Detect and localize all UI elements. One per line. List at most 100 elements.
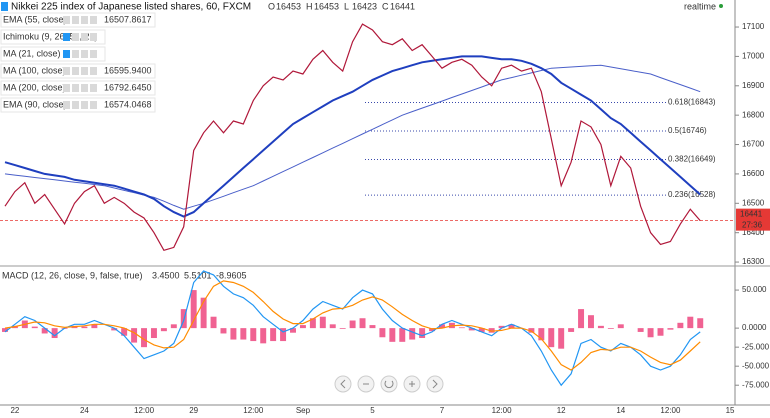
- indicator-value: 16595.9400: [104, 65, 152, 75]
- fib-label: 0.618(16843): [668, 98, 716, 107]
- indicator-button: [81, 16, 88, 24]
- histogram-bar: [280, 328, 287, 342]
- histogram-bar: [607, 328, 614, 329]
- indicator-name: EMA (55, close): [3, 14, 67, 24]
- histogram-bar: [508, 324, 515, 329]
- fib-label: 0.382(16649): [668, 155, 716, 164]
- y-tick-label: 0.0000: [742, 323, 767, 332]
- x-tick-label: 12: [557, 406, 566, 415]
- indicator-value: 16792.6450: [104, 82, 152, 92]
- moving-average-line: [4, 55, 701, 218]
- histogram-bar: [588, 315, 594, 329]
- y-tick-label: -75.000: [742, 380, 770, 389]
- histogram-bar: [190, 290, 197, 329]
- y-tick-label: 16700: [742, 140, 765, 149]
- indicator-button: [63, 16, 70, 24]
- ohlc-value: 16453: [314, 1, 339, 11]
- histogram-bar: [31, 326, 38, 329]
- symbol-icon[interactable]: [1, 2, 8, 11]
- indicator-button: [63, 84, 70, 92]
- indicator-button: [72, 84, 79, 92]
- histogram-bar: [379, 328, 386, 338]
- histogram-bar: [299, 325, 306, 329]
- histogram-bar: [349, 320, 356, 329]
- histogram-bar: [578, 309, 585, 329]
- x-tick-label: 15: [726, 406, 735, 415]
- histogram-bar: [170, 324, 177, 329]
- histogram-bar: [329, 324, 336, 329]
- histogram-bar: [131, 328, 138, 343]
- indicator-button: [90, 101, 97, 109]
- y-tick-label: -50.000: [742, 361, 770, 370]
- fib-label: 0.5(16746): [668, 126, 707, 135]
- histogram-bar: [369, 325, 376, 329]
- histogram-bar: [41, 328, 48, 334]
- y-tick-label: 16400: [742, 228, 765, 237]
- moving-average-line: [4, 64, 701, 210]
- x-tick-label: Sep: [296, 406, 311, 415]
- x-tick-label: 14: [616, 406, 625, 415]
- histogram-bar: [230, 328, 237, 340]
- histogram-bar: [141, 328, 147, 348]
- histogram-bar: [488, 328, 495, 333]
- scroll-right-button[interactable]: [426, 375, 444, 393]
- indicator-value: 16507.8617: [104, 14, 152, 24]
- histogram-bar: [1, 328, 8, 332]
- histogram-bar: [468, 328, 475, 331]
- indicator-button: [63, 67, 70, 75]
- macd-readout: 5.5101: [184, 270, 212, 280]
- histogram-bar: [597, 325, 604, 329]
- x-tick-label: 12:00: [492, 406, 513, 415]
- histogram-bar: [51, 328, 58, 339]
- histogram-bar: [111, 328, 118, 331]
- last-price-label: 16441: [740, 210, 763, 219]
- indicator-button: [81, 33, 88, 41]
- scroll-left-button[interactable]: [334, 375, 352, 393]
- indicator-button: [90, 33, 97, 41]
- indicator-button: [81, 84, 88, 92]
- y-tick-label: 17000: [742, 52, 765, 61]
- y-tick-label: 16900: [742, 81, 765, 90]
- histogram-bar: [81, 326, 88, 329]
- y-tick-label: 16600: [742, 169, 765, 178]
- histogram-bar: [617, 324, 624, 329]
- realtime-label: realtime: [684, 1, 716, 11]
- x-tick-label: 22: [10, 406, 19, 415]
- macd-readout: 3.4500: [152, 270, 180, 280]
- reset-button[interactable]: [380, 375, 398, 393]
- indicator-name: Ichimoku (9, 26, 52, 26): [3, 31, 98, 41]
- histogram-bar: [568, 328, 575, 332]
- y-tick-label: 16800: [742, 110, 765, 119]
- histogram-bar: [160, 328, 167, 332]
- indicator-button: [90, 84, 97, 92]
- y-tick-label: 16500: [742, 198, 765, 207]
- histogram-bar: [657, 328, 664, 336]
- macd-readout: -8.9605: [216, 270, 247, 280]
- indicator-button: [63, 101, 70, 109]
- x-tick-label: 24: [80, 406, 89, 415]
- histogram-bar: [260, 328, 267, 344]
- indicator-value: 16574.0468: [104, 99, 152, 109]
- histogram-bar: [558, 328, 565, 349]
- histogram-bar: [429, 328, 436, 332]
- histogram-bar: [528, 328, 535, 333]
- histogram-bar: [419, 328, 426, 339]
- histogram-bar: [319, 316, 326, 329]
- button-icons: [340, 379, 438, 389]
- y-tick-label: 50.000: [742, 285, 767, 294]
- macd-title: MACD (12, 26, close, 9, false, true): [2, 270, 143, 280]
- indicator-button: [72, 101, 79, 109]
- histogram-bar: [677, 322, 684, 329]
- indicator-name: MA (200, close): [3, 82, 66, 92]
- chart-title: Nikkei 225 index of Japanese listed shar…: [11, 2, 251, 13]
- y-tick-label: -25.000: [742, 342, 770, 351]
- indicator-button: [72, 16, 79, 24]
- indicator-name: MA (100, close): [3, 65, 66, 75]
- histogram-bar: [210, 316, 217, 329]
- histogram-bar: [399, 328, 406, 342]
- histogram-bar: [478, 328, 485, 332]
- histogram-bar: [409, 328, 416, 340]
- histogram-bar: [667, 328, 674, 330]
- indicator-button: [90, 67, 97, 75]
